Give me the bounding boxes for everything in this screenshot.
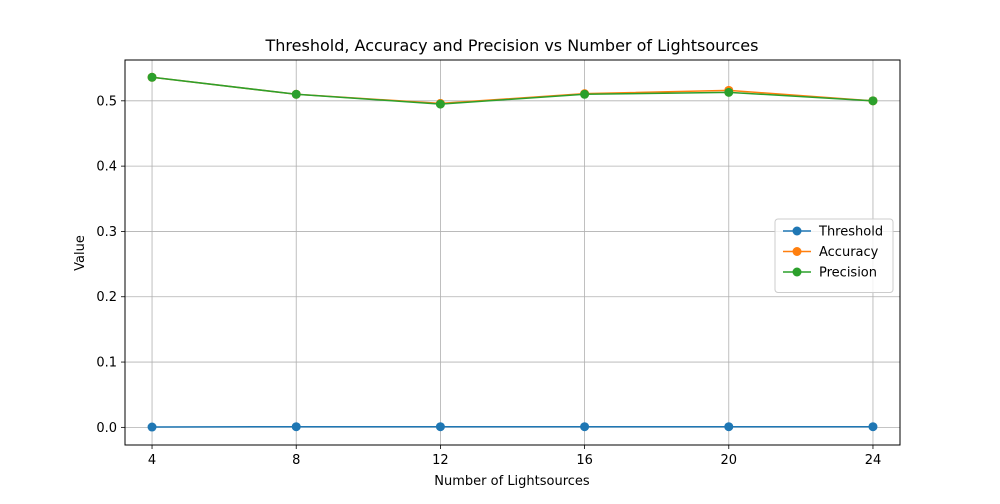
y-tick-label: 0.3 xyxy=(96,225,117,240)
data-point-precision xyxy=(148,73,157,82)
legend-marker xyxy=(793,227,802,236)
data-point-threshold xyxy=(580,422,589,431)
x-tick-label: 20 xyxy=(721,453,738,468)
y-axis-label: Value xyxy=(73,235,88,271)
legend-label: Threshold xyxy=(818,225,883,240)
legend-label: Precision xyxy=(819,266,877,281)
x-tick-label: 24 xyxy=(865,453,882,468)
chart-title: Threshold, Accuracy and Precision vs Num… xyxy=(265,36,759,55)
x-tick-label: 8 xyxy=(292,453,300,468)
x-tick-label: 16 xyxy=(576,453,593,468)
data-point-threshold xyxy=(724,422,733,431)
data-point-threshold xyxy=(868,422,877,431)
data-point-precision xyxy=(580,90,589,99)
data-point-precision xyxy=(724,88,733,97)
y-tick-label: 0.2 xyxy=(96,290,117,305)
legend-label: Accuracy xyxy=(819,245,879,260)
y-tick-label: 0.1 xyxy=(96,356,117,371)
y-tick-label: 0.4 xyxy=(96,160,117,175)
data-point-threshold xyxy=(436,422,445,431)
legend: Threshold Accuracy Precision xyxy=(775,219,893,293)
y-tick-label: 0.0 xyxy=(96,421,117,436)
legend-marker xyxy=(793,247,802,256)
data-point-precision xyxy=(436,100,445,109)
data-point-precision xyxy=(868,96,877,105)
x-tick-label: 12 xyxy=(432,453,449,468)
data-point-threshold xyxy=(148,423,157,432)
x-axis-label: Number of Lightsources xyxy=(434,474,590,489)
x-tick-label: 4 xyxy=(148,453,156,468)
data-point-precision xyxy=(292,90,301,99)
legend-marker xyxy=(793,268,802,277)
data-point-threshold xyxy=(292,422,301,431)
y-tick-label: 0.5 xyxy=(96,94,117,109)
